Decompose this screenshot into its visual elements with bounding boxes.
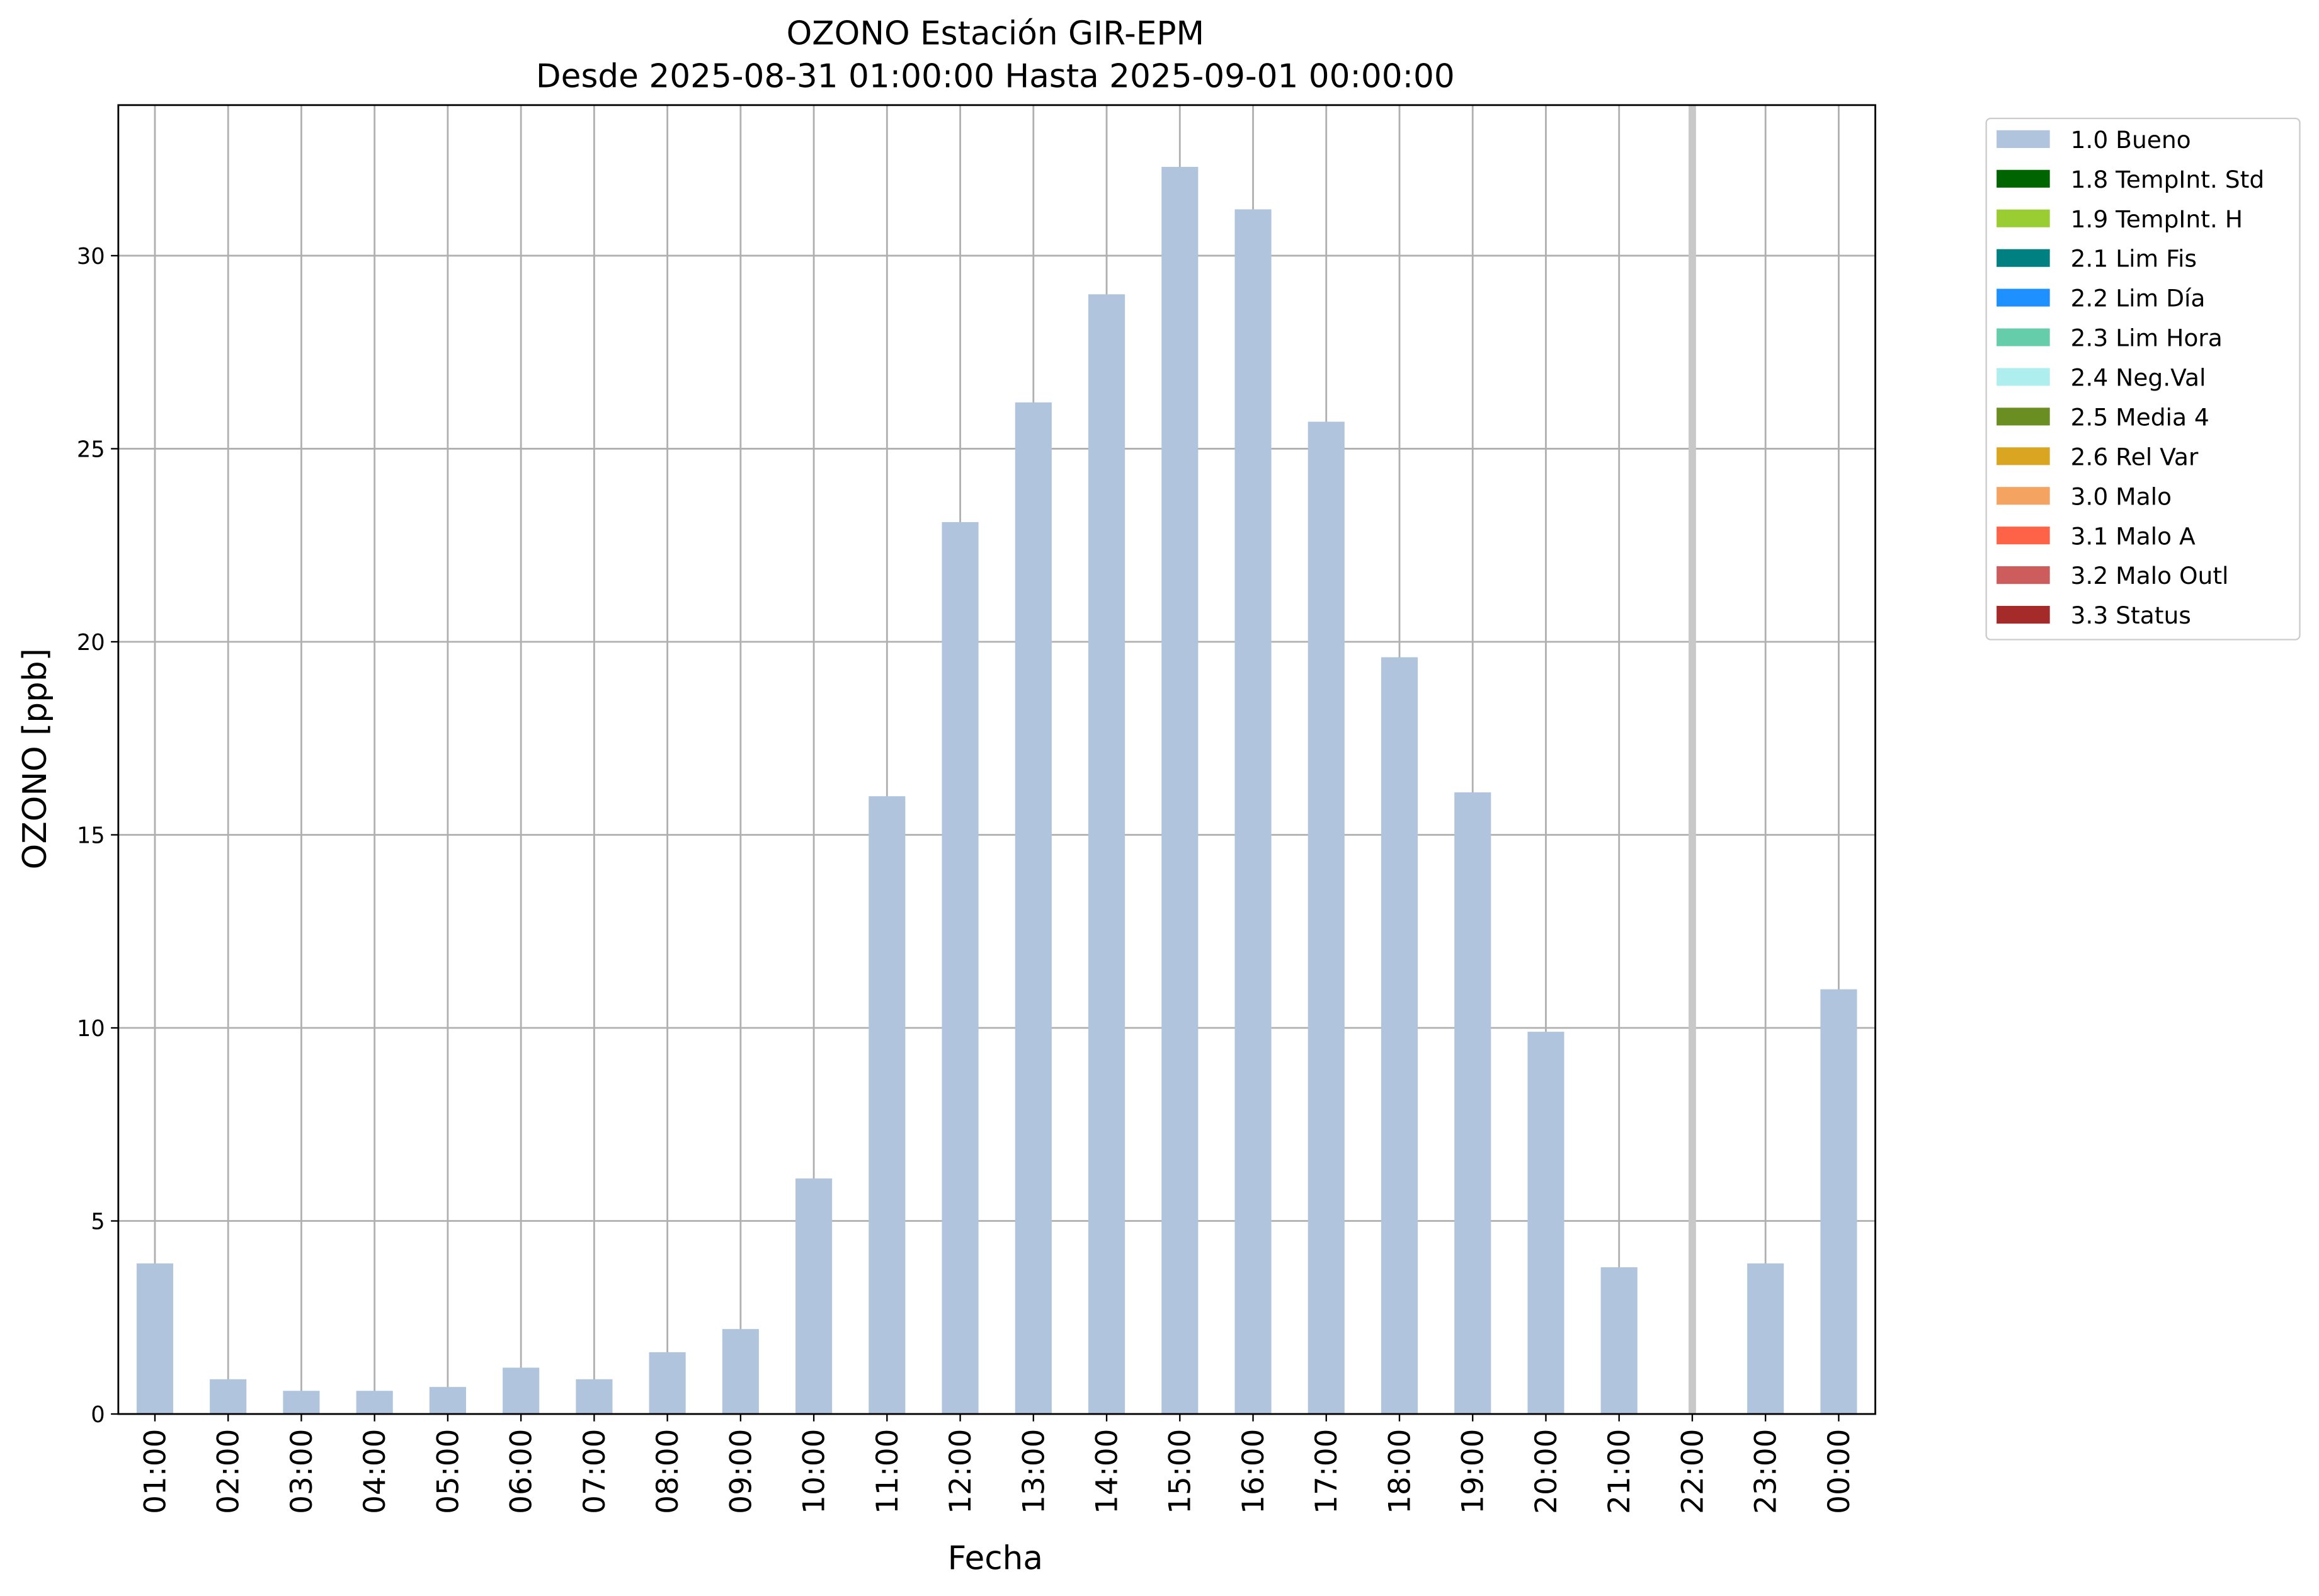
x-tick-label: 10:00 [797,1429,832,1514]
bar [1747,1263,1784,1415]
x-tick-label: 09:00 [724,1429,758,1514]
bar [356,1391,393,1415]
y-tick-label: 20 [77,630,105,656]
legend-label: 3.2 Malo Outl [2071,562,2229,590]
plot-frame [117,104,1876,1415]
x-tick-label: 17:00 [1309,1429,1344,1514]
x-tick-label: 23:00 [1749,1429,1784,1514]
x-tick-label: 19:00 [1456,1429,1491,1514]
legend-label: 2.6 Rel Var [2071,443,2199,470]
bar [1527,1032,1564,1415]
x-tick-label: 02:00 [212,1429,246,1514]
legend-swatch [1997,368,2050,386]
bar [1234,209,1272,1415]
bar [1381,657,1418,1415]
y-tick-label: 30 [77,244,105,270]
y-tick-label: 10 [77,1016,105,1042]
bar [1820,989,1857,1415]
bar [1088,294,1125,1415]
legend-label: 1.9 TempInt. H [2071,205,2243,233]
x-tick-label: 16:00 [1236,1429,1271,1514]
x-axis-label: Fecha [948,1540,1043,1578]
legend-label: 2.1 Lim Fis [2071,245,2197,273]
y-tick-label: 5 [91,1209,105,1234]
bar [869,796,906,1415]
legend-swatch [1997,566,2050,584]
legend-swatch [1997,249,2050,267]
bar [429,1387,466,1415]
legend-swatch [1997,447,2050,465]
y-tick-label: 25 [77,436,105,462]
chart-subtitle: Desde 2025-08-31 01:00:00 Hasta 2025-09-… [536,58,1455,96]
y-tick-label: 15 [77,823,105,848]
legend-label: 3.0 Malo [2071,482,2172,510]
bar [210,1379,247,1415]
legend-swatch [1997,209,2050,227]
bar [503,1367,540,1415]
x-tick-label: 11:00 [870,1429,905,1514]
x-tick-label: 18:00 [1382,1429,1417,1514]
x-tick-label: 20:00 [1529,1429,1564,1514]
x-tick-label: 03:00 [285,1429,319,1514]
bar [649,1352,686,1415]
x-tick-label: 06:00 [504,1429,539,1514]
bar [1015,402,1052,1415]
x-tick-label: 21:00 [1602,1429,1637,1514]
legend-label: 2.2 Lim Día [2071,285,2206,312]
x-tick-label: 05:00 [431,1429,465,1514]
bar [283,1391,320,1415]
legend-label: 2.5 Media 4 [2071,403,2209,431]
legend: 1.0 Bueno 1.8 TempInt. Std 1.9 TempInt. H 2… [1985,117,2301,641]
legend-label: 1.8 TempInt. Std [2071,166,2265,193]
bar [795,1178,833,1415]
legend-swatch [1997,605,2050,624]
legend-label: 3.3 Status [2071,601,2191,629]
legend-swatch [1997,169,2050,188]
x-tick-label: 04:00 [358,1429,392,1514]
bar [1600,1267,1638,1415]
legend-swatch [1997,408,2050,426]
x-tick-label: 22:00 [1675,1429,1710,1514]
y-tick-label: 0 [91,1402,105,1428]
bar [136,1263,174,1415]
y-axis-label: OZONO [ppb] [16,648,54,869]
legend-label: 1.0 Bueno [2071,126,2191,154]
bar [942,522,979,1415]
bar [1454,792,1491,1415]
legend-swatch [1997,130,2050,148]
legend-label: 3.1 Malo A [2071,522,2196,550]
bar [1308,421,1345,1415]
legend-label: 2.4 Neg.Val [2071,364,2206,392]
x-tick-label: 13:00 [1017,1429,1051,1514]
x-tick-label: 14:00 [1090,1429,1124,1514]
x-tick-label: 08:00 [651,1429,685,1514]
x-tick-label: 01:00 [138,1429,173,1514]
x-tick-label: 15:00 [1163,1429,1198,1514]
chart-title: OZONO Estación GIR-EPM [787,15,1204,53]
x-tick-label: 07:00 [578,1429,612,1514]
bar [576,1379,613,1415]
x-tick-label: 12:00 [943,1429,978,1514]
legend-frame [1985,117,2301,641]
legend-swatch [1997,487,2050,505]
x-tick-label: 00:00 [1822,1429,1857,1514]
bar [722,1329,759,1415]
bar [1161,166,1199,1415]
legend-swatch [1997,328,2050,346]
legend-label: 2.3 Lim Hora [2071,324,2223,352]
legend-swatch [1997,527,2050,545]
legend-swatch [1997,288,2050,307]
